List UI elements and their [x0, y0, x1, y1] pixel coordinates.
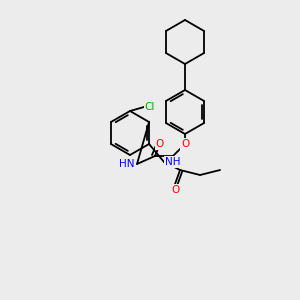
- Text: HN: HN: [119, 159, 135, 169]
- Text: O: O: [171, 185, 179, 195]
- Text: O: O: [181, 139, 189, 149]
- Text: Cl: Cl: [145, 102, 155, 112]
- Text: NH: NH: [165, 157, 181, 167]
- Text: O: O: [156, 139, 164, 149]
